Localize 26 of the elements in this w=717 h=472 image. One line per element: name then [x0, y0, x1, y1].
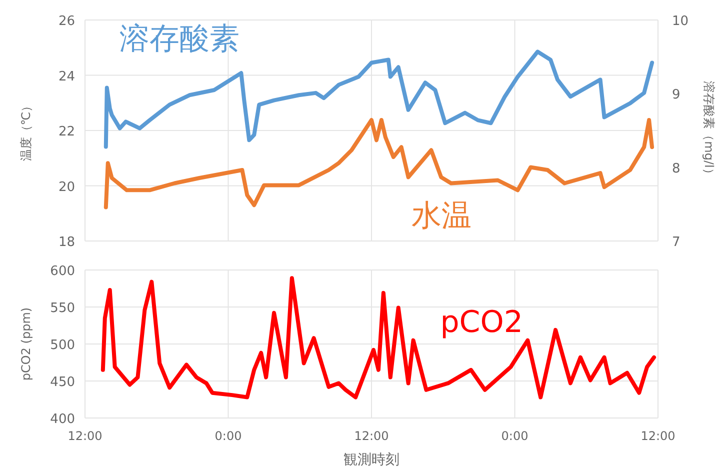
y-tick-label: 20 — [58, 180, 75, 195]
y2-tick-label: 7 — [672, 235, 680, 250]
x-tick-label: 12:00 — [354, 429, 389, 443]
x-axis-title: 観測時刻 — [344, 452, 400, 468]
y-tick-label: 24 — [58, 69, 75, 84]
y-axis-title: 温度（℃） — [19, 100, 33, 162]
x-tick-label: 0:00 — [501, 429, 528, 443]
y2-tick-label: 10 — [672, 14, 689, 29]
y-tick-label: 18 — [58, 235, 75, 250]
series-label: 水温 — [412, 198, 472, 234]
y-axis-title: pCO2 (ppm) — [19, 307, 33, 381]
x-tick-label: 12:00 — [68, 429, 102, 443]
y-tick-label: 450 — [50, 375, 75, 390]
y-tick-label: 400 — [50, 412, 75, 427]
y-tick-label: 500 — [50, 338, 75, 353]
series-label: 溶存酸素 — [119, 22, 240, 57]
y-tick-label: 26 — [58, 14, 75, 29]
y-tick-label: 600 — [50, 264, 75, 279]
series-label: pCO2 — [440, 305, 523, 340]
y-tick-label: 550 — [50, 301, 75, 316]
y2-tick-label: 9 — [672, 88, 680, 103]
x-tick-label: 12:00 — [640, 429, 676, 443]
y-tick-label: 22 — [58, 124, 75, 140]
x-tick-label: 0:00 — [214, 429, 242, 443]
y2-axis-title: 溶存酸素（mg/l） — [702, 81, 716, 180]
y2-tick-label: 8 — [672, 161, 680, 176]
